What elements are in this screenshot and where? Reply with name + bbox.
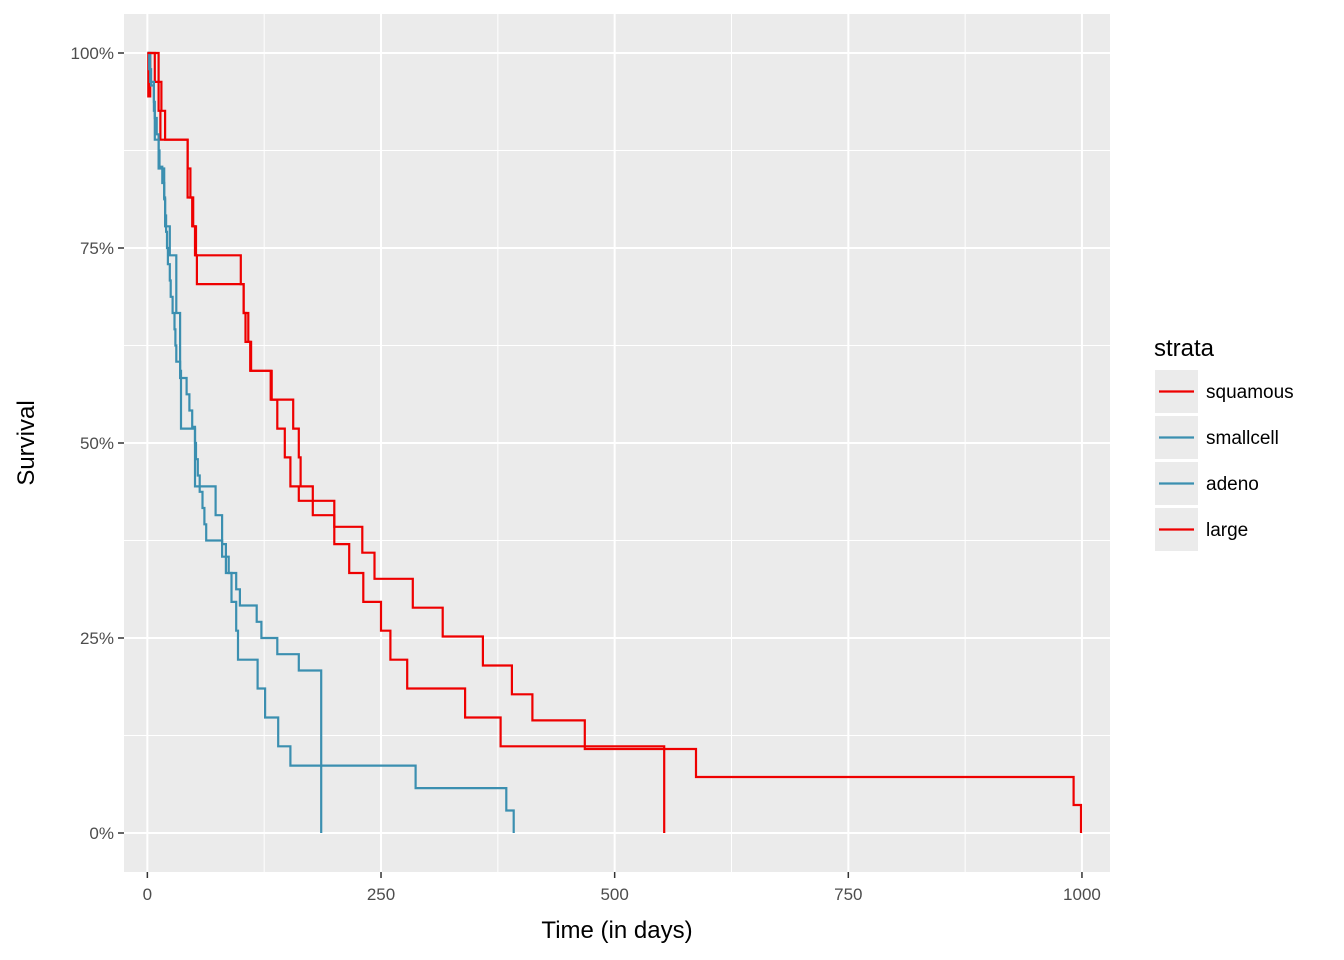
y-tick-label: 25% — [80, 629, 114, 648]
legend-item-large: large — [1155, 508, 1248, 551]
series-line-large — [147, 51, 666, 833]
legend-label: large — [1206, 520, 1248, 541]
x-tick-label: 250 — [367, 885, 395, 904]
legend-title: strata — [1154, 335, 1215, 362]
y-tick-label: 75% — [80, 239, 114, 258]
x-tick-label: 500 — [600, 885, 628, 904]
y-tick-label: 100% — [71, 44, 114, 63]
y-tick-label: 50% — [80, 434, 114, 453]
legend-items: squamous smallcell adeno large — [1155, 370, 1294, 551]
legend-label: adeno — [1206, 474, 1259, 495]
axis-layer: 0 250 500 750 1000 0% 25% 50% 75% 100% — [71, 44, 1101, 904]
y-axis-title: Survival — [13, 400, 40, 485]
y-tick-label: 0% — [89, 824, 114, 843]
legend-item-squamous: squamous — [1155, 370, 1294, 413]
series-line-adeno — [147, 51, 515, 833]
x-tick-label: 0 — [143, 885, 152, 904]
legend: strata squamous smallcell adeno large — [1154, 335, 1294, 551]
legend-label: squamous — [1206, 382, 1294, 403]
x-axis-title: Time (in days) — [541, 917, 692, 944]
x-tick-label: 1000 — [1063, 885, 1101, 904]
x-tick-label: 750 — [834, 885, 862, 904]
series-layer — [147, 51, 1083, 833]
grid-layer — [124, 14, 1110, 872]
legend-label: smallcell — [1206, 428, 1279, 449]
legend-item-adeno: adeno — [1155, 462, 1259, 505]
legend-item-smallcell: smallcell — [1155, 416, 1279, 459]
